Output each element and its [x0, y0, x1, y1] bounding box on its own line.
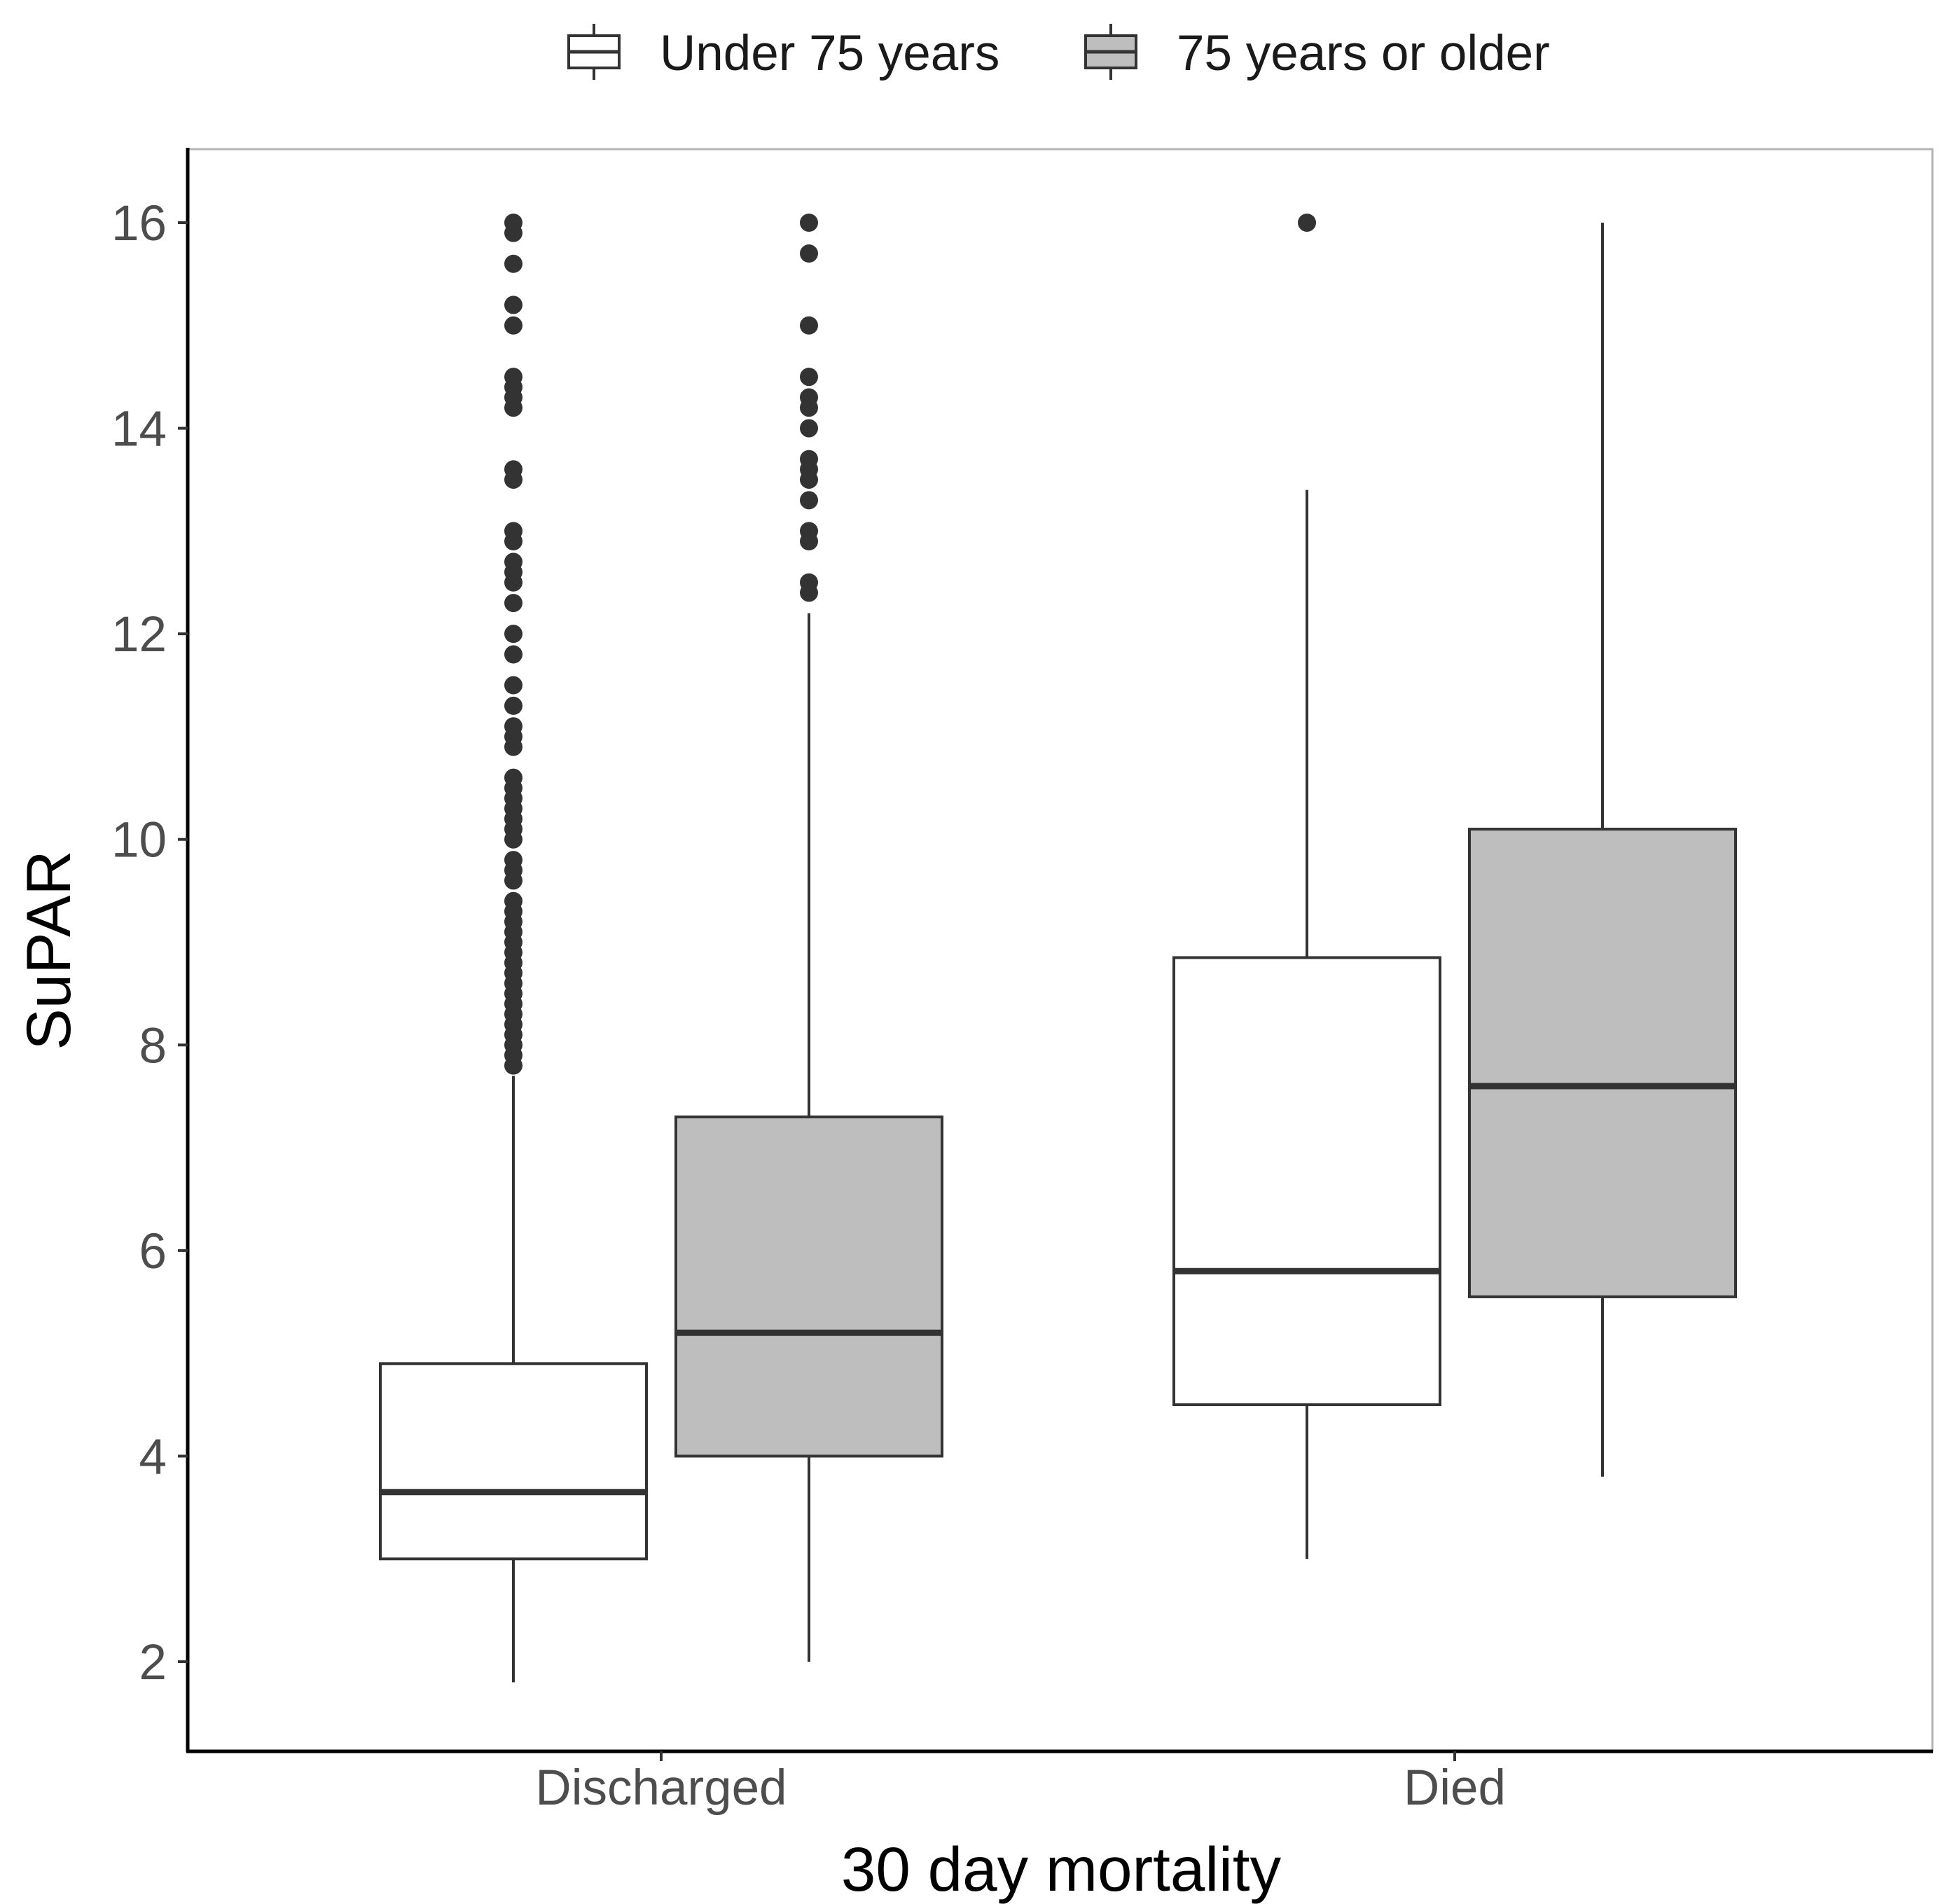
y-tick-label-14: 14: [111, 402, 167, 457]
x-axis-title: 30 day mortality: [841, 1834, 1282, 1904]
legend-entry-75-or-older: 75 years or older: [1084, 24, 1550, 81]
outlier-under75-discharged-31: [504, 676, 522, 695]
box-over75-died: [1468, 828, 1737, 1298]
y-tick-label-8: 8: [139, 1018, 167, 1073]
outlier-under75-discharged-50: [504, 214, 522, 232]
y-tick-label-4: 4: [139, 1429, 167, 1485]
outlier-under75-discharged-16: [504, 891, 522, 910]
legend-label-75-or-older: 75 years or older: [1177, 26, 1550, 81]
outlier-under75-discharged-45: [504, 368, 522, 387]
outlier-under75-discharged-39: [504, 522, 522, 541]
plot-marks: [379, 214, 1737, 1683]
outlier-over75-discharged-12: [800, 316, 818, 335]
outlier-over75-discharged-14: [800, 214, 818, 232]
outlier-over75-discharged-1: [800, 573, 818, 592]
outlier-under75-discharged-33: [504, 625, 522, 644]
outlier-under75-discharged-47: [504, 296, 522, 314]
outlier-under75-discharged-34: [504, 594, 522, 613]
y-axis-title: SuPAR: [13, 850, 83, 1050]
box-over75-discharged: [674, 1116, 943, 1458]
outlier-over75-discharged-7: [800, 450, 818, 468]
outlier-under75-discharged-29: [504, 717, 522, 736]
x-tick-label-discharged: Discharged: [535, 1760, 787, 1816]
legend-entry-under-75: Under 75 years: [567, 24, 999, 81]
y-tick-label-2: 2: [139, 1635, 167, 1690]
y-tick-label-6: 6: [139, 1224, 167, 1279]
outlier-under75-discharged-32: [504, 645, 522, 664]
legend-label-under-75: Under 75 years: [660, 26, 999, 81]
outlier-over75-discharged-8: [800, 419, 818, 438]
outlier-under75-discharged-46: [504, 316, 522, 335]
outlier-under75-discharged-37: [504, 553, 522, 571]
x-axis-ticks: Discharged Died: [535, 1751, 1506, 1816]
outlier-under75-discharged-19: [504, 851, 522, 870]
outlier-under75-discharged-41: [504, 460, 522, 479]
box-under75-died: [1172, 956, 1441, 1407]
box-group-over75-died: [1468, 223, 1737, 1477]
x-tick-label-died: Died: [1404, 1760, 1506, 1816]
outlier-under75-died-0: [1298, 214, 1316, 232]
y-tick-label-12: 12: [111, 607, 167, 662]
y-tick-label-10: 10: [111, 813, 167, 868]
outlier-over75-discharged-11: [800, 368, 818, 387]
y-axis-ticks: 2 4 6 8 10 12 14 16: [111, 196, 188, 1690]
outlier-over75-discharged-3: [800, 522, 818, 541]
box-group-under75-died: [1172, 214, 1441, 1559]
outlier-over75-discharged-4: [800, 491, 818, 510]
box-under75-discharged: [379, 1362, 648, 1561]
legend: Under 75 years 75 years or older: [567, 24, 1550, 81]
box-group-over75-discharged: [674, 214, 943, 1662]
outlier-under75-discharged-26: [504, 768, 522, 787]
y-tick-label-16: 16: [111, 196, 167, 251]
outlier-under75-discharged-30: [504, 696, 522, 715]
box-group-under75-discharged: [379, 214, 648, 1683]
outlier-over75-discharged-13: [800, 244, 818, 263]
outlier-under75-discharged-48: [504, 254, 522, 273]
outlier-over75-discharged-10: [800, 388, 818, 407]
